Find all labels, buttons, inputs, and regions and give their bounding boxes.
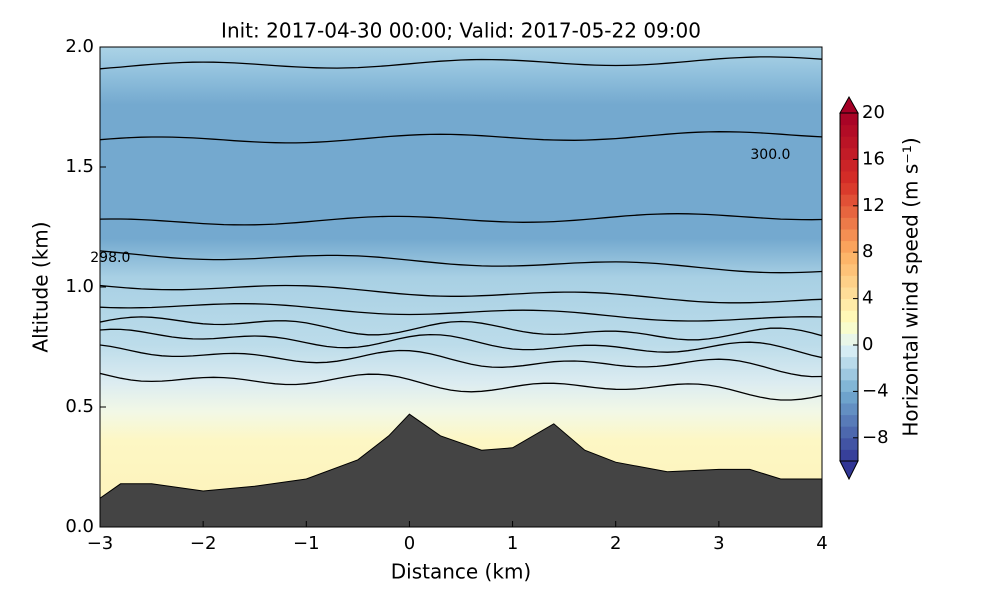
colorbar-tick-label: 12 [862,195,885,216]
colorbar-step [840,298,858,311]
colorbar-label: Horizontal wind speed (m s⁻¹) [899,137,923,436]
colorbar-tick-label: 8 [862,241,873,262]
colorbar-step [840,403,858,416]
colorbar-step [840,426,858,439]
isentrope [100,284,822,304]
x-tick-label: 3 [713,533,724,554]
contour-label: 298.0 [90,250,130,266]
colorbar-tick-label: −4 [862,380,889,401]
colorbar-step [840,136,858,149]
y-axis-label: Altitude (km) [29,221,53,352]
colorbar-step [840,287,858,300]
contour-label: 300.0 [750,147,790,163]
x-axis-label: Distance (km) [391,560,531,584]
isentrope [100,56,822,70]
colorbar-step [840,449,858,462]
x-tick-label: −2 [190,533,217,554]
colorbar-step [840,356,858,369]
y-tick-label: 0.5 [65,396,94,417]
isentrope [100,372,822,401]
isentrope [100,344,822,378]
x-tick-label: −1 [293,533,320,554]
colorbar-step [840,263,858,276]
y-tick-label: 0.0 [65,516,94,537]
colorbar-step [840,217,858,230]
isentrope [100,213,822,226]
colorbar-step [840,205,858,218]
colorbar-step [840,159,858,172]
colorbar-extend-top [839,95,859,114]
x-tick-label: −3 [87,533,114,554]
colorbar-tick-label: 16 [862,148,885,169]
colorbar-tick-label: −8 [862,427,889,448]
colorbar-tick-label: 0 [862,334,873,355]
y-tick-label: 1.5 [65,156,94,177]
colorbar-tick-label: 4 [862,288,873,309]
isentrope [100,250,822,274]
y-tick-label: 1.0 [65,276,94,297]
isentrope [100,328,822,359]
y-tick-label: 2.0 [65,36,94,57]
isentropes [100,56,822,401]
colorbar-step [840,310,858,323]
colorbar-step [840,171,858,184]
colorbar-step [840,437,858,450]
colorbar-step [840,113,858,126]
colorbar-frame [839,112,859,462]
x-tick-label: 1 [507,533,518,554]
x-tick-label: 4 [816,533,827,554]
colorbar-extend-bottom [839,460,859,481]
colorbar-step [840,124,858,137]
colorbar-step [840,240,858,253]
colorbar-step [840,368,858,381]
colorbar-step [840,345,858,358]
isentrope [100,131,822,144]
colorbar-step [840,275,858,288]
isentrope [100,303,822,322]
colorbar-step [840,252,858,265]
x-tick-label: 2 [610,533,621,554]
chart-title: Init: 2017-04-30 00:00; Valid: 2017-05-2… [221,19,701,43]
terrain [99,413,823,528]
colorbar-step [840,194,858,207]
colorbar-step [840,391,858,404]
colorbar-step [840,229,858,242]
colorbar-step [840,379,858,392]
colorbar-tick-label: 20 [862,102,885,123]
colorbar-step [840,321,858,334]
isentrope [100,316,822,341]
x-tick-label: 0 [404,533,415,554]
colorbar-step [840,414,858,427]
colorbar-step [840,147,858,160]
colorbar-step [840,333,858,346]
colorbar-step [840,182,858,195]
